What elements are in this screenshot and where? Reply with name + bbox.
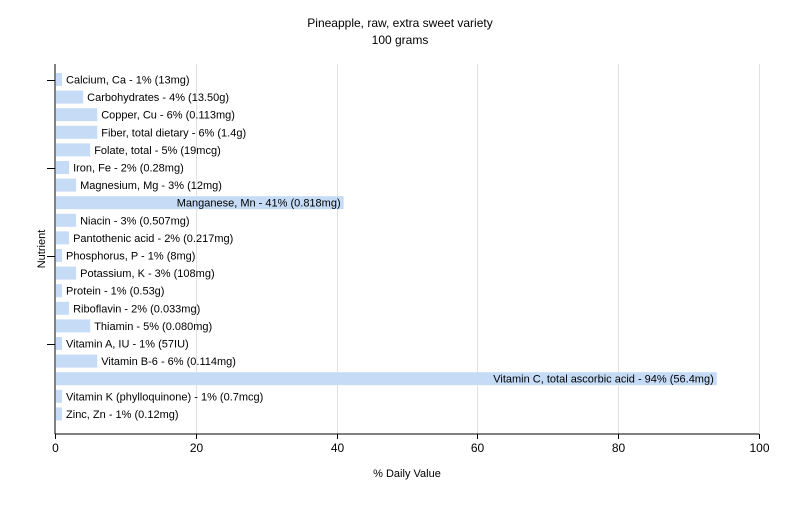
bar [56, 108, 98, 122]
bars [56, 73, 717, 421]
bar-label: Iron, Fe - 2% (0.28mg) [73, 163, 184, 175]
bar [56, 389, 63, 403]
x-tick-label: 80 [612, 441, 626, 455]
bar [56, 73, 63, 86]
bar-label: Pantothenic acid - 2% (0.217mg) [73, 233, 233, 245]
bar [56, 284, 63, 298]
x-tick-label: 100 [749, 441, 769, 455]
bar-label: Protein - 1% (0.53g) [66, 286, 164, 298]
bar-label: Potassium, K - 3% (108mg) [80, 268, 215, 280]
bar [56, 337, 63, 350]
bar [56, 231, 70, 245]
bar-label: Riboflavin - 2% (0.033mg) [73, 303, 200, 315]
y-axis-label: Nutrient [36, 230, 48, 269]
x-tick-label: 60 [471, 441, 485, 455]
bar-label: Phosphorus, P - 1% (8mg) [66, 251, 195, 263]
bar [56, 213, 77, 227]
x-tick-label: 0 [52, 441, 59, 455]
bar [56, 266, 77, 280]
x-axis-ticks: 0 20 40 60 80 100 [52, 434, 770, 455]
x-tick-label: 40 [331, 441, 345, 455]
axes [47, 64, 759, 435]
bar-label: Vitamin A, IU - 1% (57IU) [66, 339, 189, 351]
bar [56, 125, 98, 139]
chart-title: Pineapple, raw, extra sweet variety [307, 16, 492, 30]
x-axis-label: % Daily Value [373, 468, 441, 480]
bar-label: Magnesium, Mg - 3% (12mg) [80, 180, 222, 192]
bar [56, 196, 344, 210]
bar [56, 407, 63, 421]
bar-label: Vitamin K (phylloquinone) - 1% (0.7mcg) [66, 391, 263, 403]
bar-label: Thiamin - 5% (0.080mg) [94, 321, 212, 333]
bar [56, 249, 63, 262]
bar [56, 372, 717, 386]
bar-label: Folate, total - 5% (19mcg) [94, 145, 221, 157]
bar [56, 319, 91, 333]
bar-label: Copper, Cu - 6% (0.113mg) [101, 110, 235, 122]
bar-label: Manganese, Mn - 41% (0.818mg) [177, 198, 341, 210]
bar [56, 354, 98, 368]
bar-label: Fiber, total dietary - 6% (1.4g) [101, 127, 246, 139]
bar [56, 143, 91, 157]
bar [56, 178, 77, 192]
bar-labels: Calcium, Ca - 1% (13mg) Carbohydrates - 4… [66, 75, 714, 421]
bar-label: Carbohydrates - 4% (13.50g) [87, 92, 229, 104]
bar-label: Vitamin B-6 - 6% (0.114mg) [101, 356, 236, 368]
bar [56, 90, 84, 104]
bar-label: Niacin - 3% (0.507mg) [80, 215, 189, 227]
bar-label: Vitamin C, total ascorbic acid - 94% (56… [493, 374, 714, 386]
x-tick-label: 20 [190, 441, 204, 455]
bar-label: Zinc, Zn - 1% (0.12mg) [66, 409, 178, 421]
bar [56, 161, 70, 174]
chart-subtitle: 100 grams [372, 33, 429, 47]
bar [56, 301, 70, 315]
bar-label: Calcium, Ca - 1% (13mg) [66, 75, 189, 87]
